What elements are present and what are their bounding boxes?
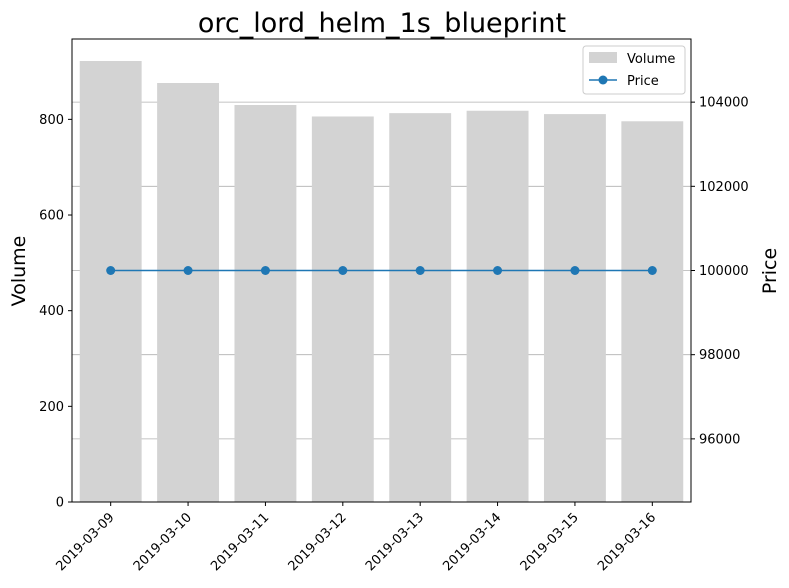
left-tick-label: 600: [39, 209, 64, 224]
legend-volume-swatch: [589, 52, 617, 63]
legend-volume-label: Volume: [627, 52, 675, 67]
price-point: [570, 266, 580, 275]
right-tick-label: 98000: [699, 348, 740, 363]
volume-bar: [79, 61, 142, 502]
volume-bar: [389, 113, 452, 503]
volume-bar: [311, 116, 374, 502]
volume-bars: [79, 61, 684, 503]
right-tick-label: 100000: [699, 264, 749, 279]
x-tick-label: 2019-03-13: [363, 510, 427, 574]
volume-bar: [157, 83, 220, 502]
price-point: [106, 266, 116, 275]
legend: Volume Price: [582, 45, 686, 95]
right-tick-label: 104000: [699, 96, 749, 111]
price-point: [260, 266, 270, 275]
price-point: [493, 266, 503, 275]
x-tick-label: 2019-03-10: [131, 510, 195, 574]
volume-bar: [234, 105, 297, 502]
x-tick-label: 2019-03-14: [440, 510, 504, 574]
left-tick-label: 800: [39, 113, 64, 128]
left-tick-label: 200: [39, 400, 64, 415]
price-point: [415, 266, 425, 275]
price-line-series: [106, 266, 657, 275]
x-tick-label: 2019-03-09: [53, 510, 117, 574]
x-tick-label: 2019-03-11: [208, 510, 272, 574]
volume-bar: [543, 114, 606, 503]
right-axis: 96000 98000 100000 102000 104000: [691, 96, 749, 447]
right-tick-label: 96000: [699, 432, 740, 447]
price-point: [338, 266, 348, 275]
price-point: [647, 266, 657, 275]
left-tick-label: 400: [39, 304, 64, 319]
x-tick-label: 2019-03-12: [286, 510, 350, 574]
left-axis: 0 200 400 600 800: [39, 113, 72, 511]
x-axis: 2019-03-09 2019-03-10 2019-03-11 2019-03-12…: [53, 502, 659, 574]
right-tick-label: 102000: [699, 180, 749, 195]
chart-title: orc_lord_helm_1s_blueprint: [198, 8, 566, 39]
price-point: [183, 266, 193, 275]
left-tick-label: 0: [56, 496, 64, 511]
legend-price-marker: [598, 75, 608, 85]
y-axis-title-left: Volume: [8, 236, 30, 307]
legend-price-label: Price: [627, 74, 659, 89]
y-axis-title-right: Price: [759, 248, 781, 294]
volume-bar: [621, 121, 684, 503]
x-tick-label: 2019-03-15: [518, 510, 582, 574]
volume-bar: [466, 110, 529, 503]
x-tick-label: 2019-03-16: [595, 510, 659, 574]
